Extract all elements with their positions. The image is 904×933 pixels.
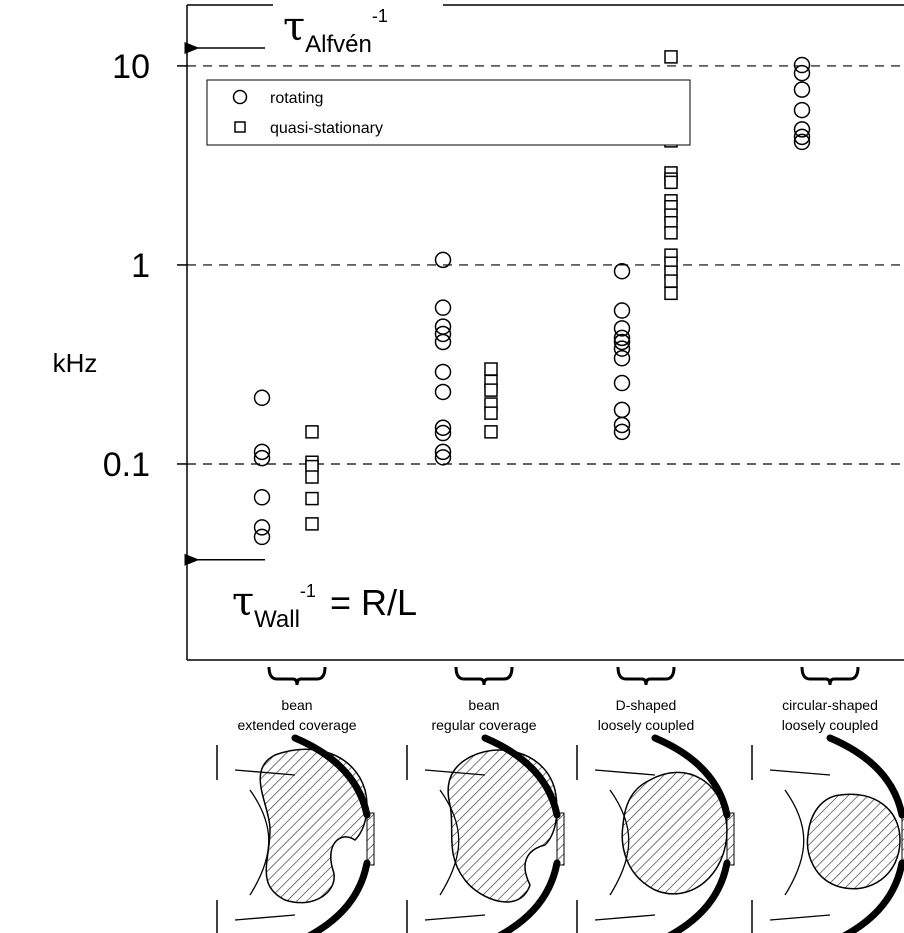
y-axis-label: kHz xyxy=(53,348,98,378)
circle-marker xyxy=(615,351,630,366)
annotation-subscript: Wall xyxy=(254,606,300,633)
legend: rotating quasi-stationary xyxy=(207,80,690,145)
square-marker xyxy=(306,493,318,505)
circle-marker xyxy=(436,364,451,379)
category-label: bean xyxy=(281,697,312,713)
square-marker xyxy=(665,287,677,299)
cross-section xyxy=(217,738,374,933)
y-tick-label: 0.1 xyxy=(103,446,150,484)
brace xyxy=(618,667,674,685)
category-label: D-shaped xyxy=(616,697,677,713)
square-marker xyxy=(306,471,318,483)
circle-marker xyxy=(615,376,630,391)
annotation-subscript: Alfvén xyxy=(305,31,372,58)
plasma xyxy=(260,749,367,902)
circle-marker xyxy=(615,335,630,350)
brace xyxy=(456,667,512,685)
annotation-symbol: τ xyxy=(283,4,305,50)
annotation-symbol: τ xyxy=(232,579,254,625)
category-label: extended coverage xyxy=(237,717,356,733)
square-marker xyxy=(306,518,318,530)
category-label: loosely coupled xyxy=(782,717,879,733)
circle-marker xyxy=(795,82,810,97)
legend-label: quasi-stationary xyxy=(270,120,383,137)
circle-marker xyxy=(615,264,630,279)
annotation-superscript: -1 xyxy=(300,581,316,601)
square-marker xyxy=(485,384,497,396)
circle-marker xyxy=(436,300,451,315)
square-marker xyxy=(665,176,677,188)
y-tick-label: 1 xyxy=(131,247,150,285)
category-label: regular coverage xyxy=(431,717,536,733)
coil xyxy=(557,813,564,865)
circle-marker xyxy=(615,303,630,318)
square-marker xyxy=(665,275,677,287)
cross-section xyxy=(752,738,904,933)
circle-marker xyxy=(436,384,451,399)
category-label: loosely coupled xyxy=(598,717,695,733)
square-marker xyxy=(306,426,318,438)
square-marker xyxy=(485,363,497,375)
annotation-superscript: -1 xyxy=(372,6,388,26)
cross-section xyxy=(577,738,734,933)
plasma xyxy=(807,794,900,889)
brace xyxy=(802,667,858,685)
circle-marker xyxy=(255,529,270,544)
y-tick-label: 10 xyxy=(112,48,150,86)
legend-label: rotating xyxy=(270,90,323,107)
cross-section xyxy=(407,738,564,933)
circle-marker xyxy=(255,390,270,405)
coil xyxy=(727,813,734,865)
plasma xyxy=(622,772,727,894)
annotation-suffix: = R/L xyxy=(330,582,417,623)
cross-sections xyxy=(217,738,904,933)
y-ticks: 0.1 1 10 xyxy=(103,48,187,484)
square-marker xyxy=(485,426,497,438)
category-label: bean xyxy=(468,697,499,713)
category-label: circular-shaped xyxy=(782,697,878,713)
circle-marker xyxy=(615,402,630,417)
square-marker xyxy=(485,407,497,419)
figure: rotatingquasi-stationary kHz 0.1110 τAlf… xyxy=(0,0,904,933)
circle-marker xyxy=(795,103,810,118)
brace xyxy=(269,667,325,685)
coil xyxy=(367,813,374,865)
square-marker xyxy=(665,227,677,239)
circle-marker xyxy=(255,490,270,505)
category-labels: bean extended coverage bean regular coverag… xyxy=(237,667,878,733)
annotation: τWall-1 = R/L xyxy=(232,579,417,633)
square-marker xyxy=(665,51,677,63)
legend-marker xyxy=(235,122,245,132)
